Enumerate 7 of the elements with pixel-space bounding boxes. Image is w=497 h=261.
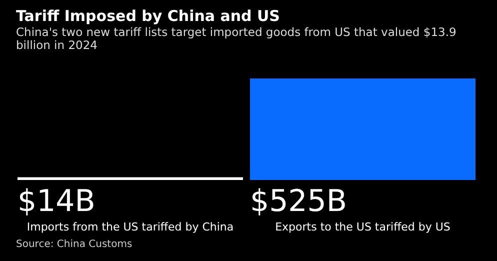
x-tick-label: Imports from the US tariffed by China xyxy=(26,220,234,234)
chart-title: Tariff Imposed by China and US xyxy=(16,7,280,25)
data-label: $525B xyxy=(250,184,347,219)
chart-subtitle: China's two new tariff lists target imported goods from US that valued $13.9 billion in 2024 xyxy=(16,25,458,52)
source-note: Source: China Customs xyxy=(16,239,132,250)
data-label: $14B xyxy=(17,184,96,219)
x-tick-label: Exports to the US tariffed by US xyxy=(275,220,450,234)
